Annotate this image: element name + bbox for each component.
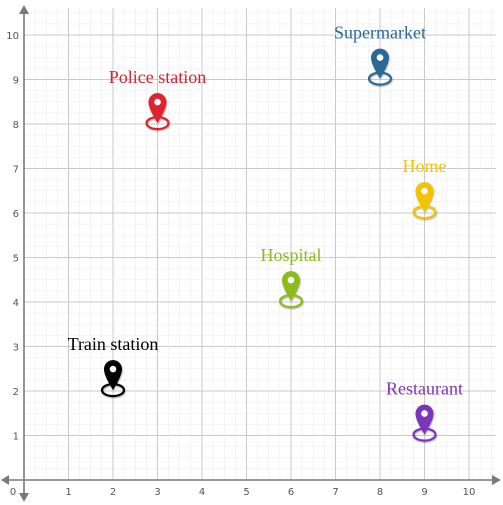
y-tick-label: 6 (13, 209, 19, 220)
place-label: Restaurant (386, 379, 463, 399)
x-tick-label: 3 (154, 487, 160, 498)
y-tick-label: 10 (6, 31, 19, 42)
place-label: Police station (109, 67, 207, 87)
x-tick-label: 2 (110, 487, 116, 498)
y-tick-label: 4 (13, 298, 19, 309)
x-tick-label: 6 (288, 487, 294, 498)
grid-lines (23, 8, 496, 481)
place-hospital[interactable]: Hospital (261, 245, 322, 309)
place-label: Home (403, 156, 447, 176)
x-tick-label: 10 (463, 487, 476, 498)
map-pin-icon (145, 93, 170, 131)
place-label: Hospital (261, 245, 322, 265)
y-tick-label: 2 (13, 387, 19, 398)
x-axis-arrow-left (1, 475, 9, 485)
place-label: Train station (68, 334, 159, 354)
y-tick-label: 7 (13, 165, 19, 176)
y-tick-label: 5 (13, 254, 19, 265)
y-axis-arrow-down (19, 493, 29, 502)
y-tick-label: 8 (13, 120, 19, 131)
x-tick-label: 0 (10, 487, 16, 498)
map-pin-icon (412, 182, 437, 220)
y-axis-arrow-up (19, 5, 29, 14)
place-home[interactable]: Home (403, 156, 447, 220)
places-layer: Police station Supermarket Home Hospital Tra… (68, 23, 463, 442)
axes (1, 5, 501, 502)
map-pin-icon (278, 271, 304, 309)
place-restaurant[interactable]: Restaurant (386, 379, 463, 442)
map-pin-icon (412, 404, 437, 442)
x-tick-label: 8 (377, 487, 383, 498)
x-tick-label: 1 (65, 487, 71, 498)
y-tick-label: 9 (13, 76, 19, 87)
place-label: Supermarket (334, 23, 426, 43)
map-pin-icon (367, 48, 393, 86)
tick-labels: 0 1 2 3 4 5 6 7 8 9 10 1 2 3 4 5 6 7 8 9 10 (6, 31, 475, 498)
place-train-station[interactable]: Train station (68, 334, 159, 398)
x-axis-arrow-right (492, 475, 501, 485)
x-tick-label: 5 (243, 487, 249, 498)
place-supermarket[interactable]: Supermarket (334, 23, 426, 86)
place-police-station[interactable]: Police station (109, 67, 207, 131)
map-pin-icon (100, 360, 126, 398)
y-tick-label: 3 (13, 343, 19, 354)
x-tick-label: 4 (199, 487, 205, 498)
y-tick-label: 1 (13, 432, 19, 443)
x-tick-label: 9 (421, 487, 427, 498)
x-tick-label: 7 (332, 487, 338, 498)
